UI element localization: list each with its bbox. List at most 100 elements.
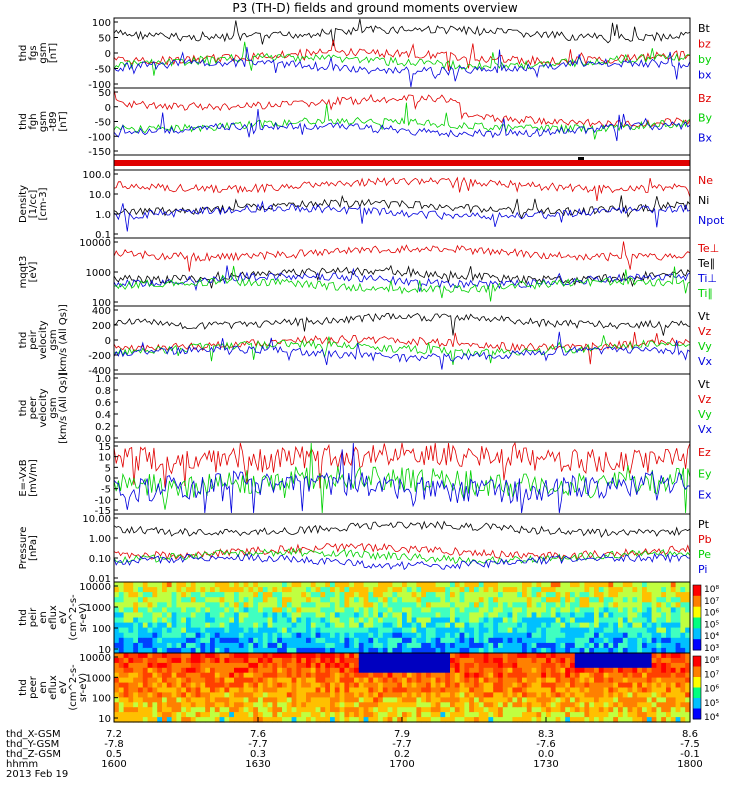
heatmap-cell (310, 667, 317, 674)
colorbar-segment (693, 677, 701, 688)
heatmap-cell (378, 602, 384, 608)
heatmap-cell (272, 657, 278, 664)
heatmap-cell (646, 617, 653, 624)
heatmap-cell (661, 682, 667, 689)
heatmap-cell (315, 627, 321, 634)
heatmap-cell (579, 622, 585, 629)
heatmap-cell (368, 677, 374, 684)
panel-frame (113, 87, 691, 156)
heatmap-cell (310, 687, 317, 693)
heatmap-cell (354, 592, 360, 598)
heatmap-cell (637, 637, 643, 644)
heatmap-cell (262, 637, 269, 644)
heatmap-cell (680, 662, 686, 669)
heatmap-cell (128, 687, 134, 693)
heatmap-cell (334, 642, 341, 649)
heatmap-cell (133, 672, 139, 679)
heatmap-cell (474, 627, 480, 634)
heatmap-cell (123, 622, 129, 629)
heatmap-cell (286, 632, 293, 639)
heatmap-cell (488, 582, 494, 588)
heatmap-cell (253, 592, 259, 598)
heatmap-cell (310, 582, 317, 588)
heatmap-cell (546, 617, 552, 624)
heatmap-cell (325, 627, 331, 634)
heatmap-cell (642, 692, 648, 698)
y-tick-label: 15 (98, 442, 111, 453)
heatmap-cell (469, 612, 475, 619)
heatmap-cell (622, 647, 629, 654)
heatmap-cell (512, 642, 518, 649)
heatmap-cell (258, 682, 264, 689)
heatmap-cell (570, 632, 576, 639)
heatmap-cell (661, 717, 667, 723)
heatmap-cell (354, 653, 360, 659)
heatmap-cell (138, 653, 144, 659)
heatmap-cell (440, 647, 446, 654)
heatmap-cell (339, 657, 345, 664)
heatmap-cell (248, 607, 254, 614)
heatmap-cell (541, 592, 547, 598)
heatmap-cell (392, 717, 398, 723)
heatmap-cell (555, 587, 561, 593)
heatmap-cell (238, 707, 245, 713)
heatmap-cell (541, 602, 547, 608)
heatmap-cell (267, 707, 273, 713)
heatmap-cell (478, 682, 485, 689)
heatmap-cell (440, 587, 446, 593)
heatmap-cell (397, 617, 403, 624)
heatmap-cell (574, 597, 581, 603)
heatmap-cell (546, 712, 552, 718)
colorbar-label: 10⁶ (704, 609, 719, 619)
heatmap-cell (618, 657, 624, 664)
heatmap-cell (522, 587, 528, 593)
heatmap-cell (598, 677, 605, 684)
y-tick-label: 200 (92, 321, 111, 332)
heatmap-cell (349, 702, 355, 708)
heatmap-cell (397, 707, 403, 713)
heatmap-cell (546, 632, 552, 639)
heatmap-cell (522, 653, 528, 659)
heatmap-cell (680, 647, 686, 654)
heatmap-cell (450, 602, 456, 608)
heatmap-cell (493, 692, 499, 698)
heatmap-cell (661, 672, 667, 679)
heatmap-cell (661, 637, 667, 644)
heatmap-cell (296, 702, 302, 708)
heatmap-cell (632, 692, 638, 698)
heatmap-cell (618, 607, 624, 614)
heatmap-cell (445, 632, 451, 639)
heatmap-cell (474, 617, 480, 624)
heatmap-cell (411, 702, 417, 708)
heatmap-cell (550, 682, 557, 689)
heatmap-cell (459, 647, 465, 654)
heatmap-cell (642, 637, 648, 644)
heatmap-cell (397, 642, 403, 649)
heatmap-cell (675, 712, 681, 718)
heatmap-cell (661, 627, 667, 634)
heatmap-cell (589, 697, 595, 703)
heatmap-cell (440, 627, 446, 634)
heatmap-cell (234, 627, 240, 634)
heatmap-cell (296, 712, 302, 718)
heatmap-cell (550, 587, 557, 593)
heatmap-cell (190, 612, 197, 619)
heatmap-cell (517, 707, 523, 713)
heatmap-cell (118, 607, 125, 614)
heatmap-cell (286, 657, 293, 664)
heatmap-cell (387, 622, 393, 629)
heatmap-cell (334, 657, 341, 664)
heatmap-cell (603, 602, 609, 608)
heatmap-cell (397, 697, 403, 703)
legend-label: Pb (698, 533, 712, 546)
heatmap-cell (291, 617, 297, 624)
heatmap-cell (502, 653, 509, 659)
heatmap-cell (214, 592, 221, 598)
heatmap-cell (584, 587, 590, 593)
heatmap-cell (680, 592, 686, 598)
heatmap-cell (349, 587, 355, 593)
heatmap-cell (574, 653, 581, 659)
colorbar-frame (692, 584, 702, 651)
heatmap-cell (176, 682, 182, 689)
heatmap-cell (190, 687, 197, 693)
